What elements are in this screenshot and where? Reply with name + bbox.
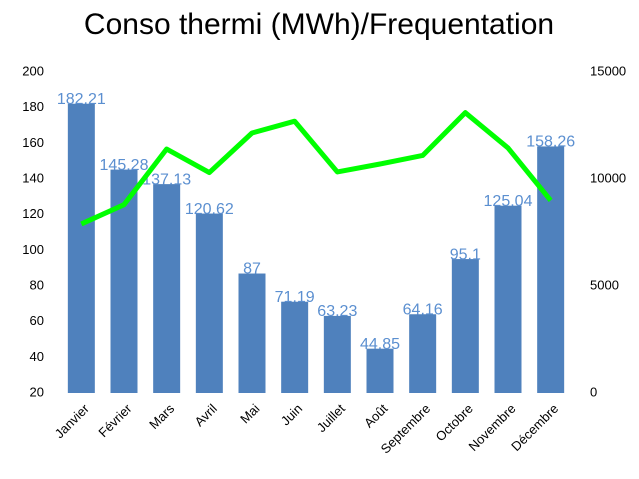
- y-tick-label: 20: [30, 384, 44, 399]
- bar: [366, 348, 394, 393]
- y-tick-label: 100: [22, 242, 44, 257]
- value-label: 182.21: [57, 91, 106, 108]
- y-tick-label: 40: [30, 349, 44, 364]
- bar: [537, 146, 565, 393]
- y-tick-label: 140: [22, 170, 44, 185]
- value-label: 44.85: [360, 336, 400, 353]
- y-tick-label: 120: [22, 206, 44, 221]
- y2-tick-label: 15000: [590, 63, 626, 78]
- y2-tick-label: 5000: [590, 277, 619, 292]
- y2-tick-label: 10000: [590, 170, 626, 185]
- line: [80, 110, 553, 227]
- value-label: 87: [243, 261, 261, 278]
- bar: [451, 259, 479, 393]
- value-label: 137.13: [142, 171, 191, 188]
- value-label: 125.04: [484, 193, 533, 210]
- value-label: 63.23: [317, 303, 357, 320]
- bar: [281, 301, 309, 393]
- bar: [67, 103, 95, 394]
- bar: [323, 315, 351, 393]
- value-label: 71.19: [275, 289, 315, 306]
- value-label: 158.26: [526, 134, 575, 151]
- y-tick-label: 60: [30, 313, 44, 328]
- bar: [153, 184, 181, 393]
- bar: [238, 273, 266, 393]
- value-label: 64.16: [403, 301, 443, 318]
- y-tick-label: 180: [22, 99, 44, 114]
- value-label: 95.1: [450, 246, 481, 263]
- y-tick-label: 160: [22, 135, 44, 150]
- bar: [195, 213, 223, 393]
- y2-tick-label: 0: [590, 384, 597, 399]
- y-tick-label: 200: [22, 63, 44, 78]
- value-label: 145.28: [100, 157, 149, 174]
- bar: [494, 205, 522, 393]
- bar: [409, 314, 437, 393]
- value-label: 120.62: [185, 201, 234, 218]
- y-tick-label: 80: [30, 277, 44, 292]
- chart-title: Conso thermi (MWh)/Frequentation: [84, 8, 554, 41]
